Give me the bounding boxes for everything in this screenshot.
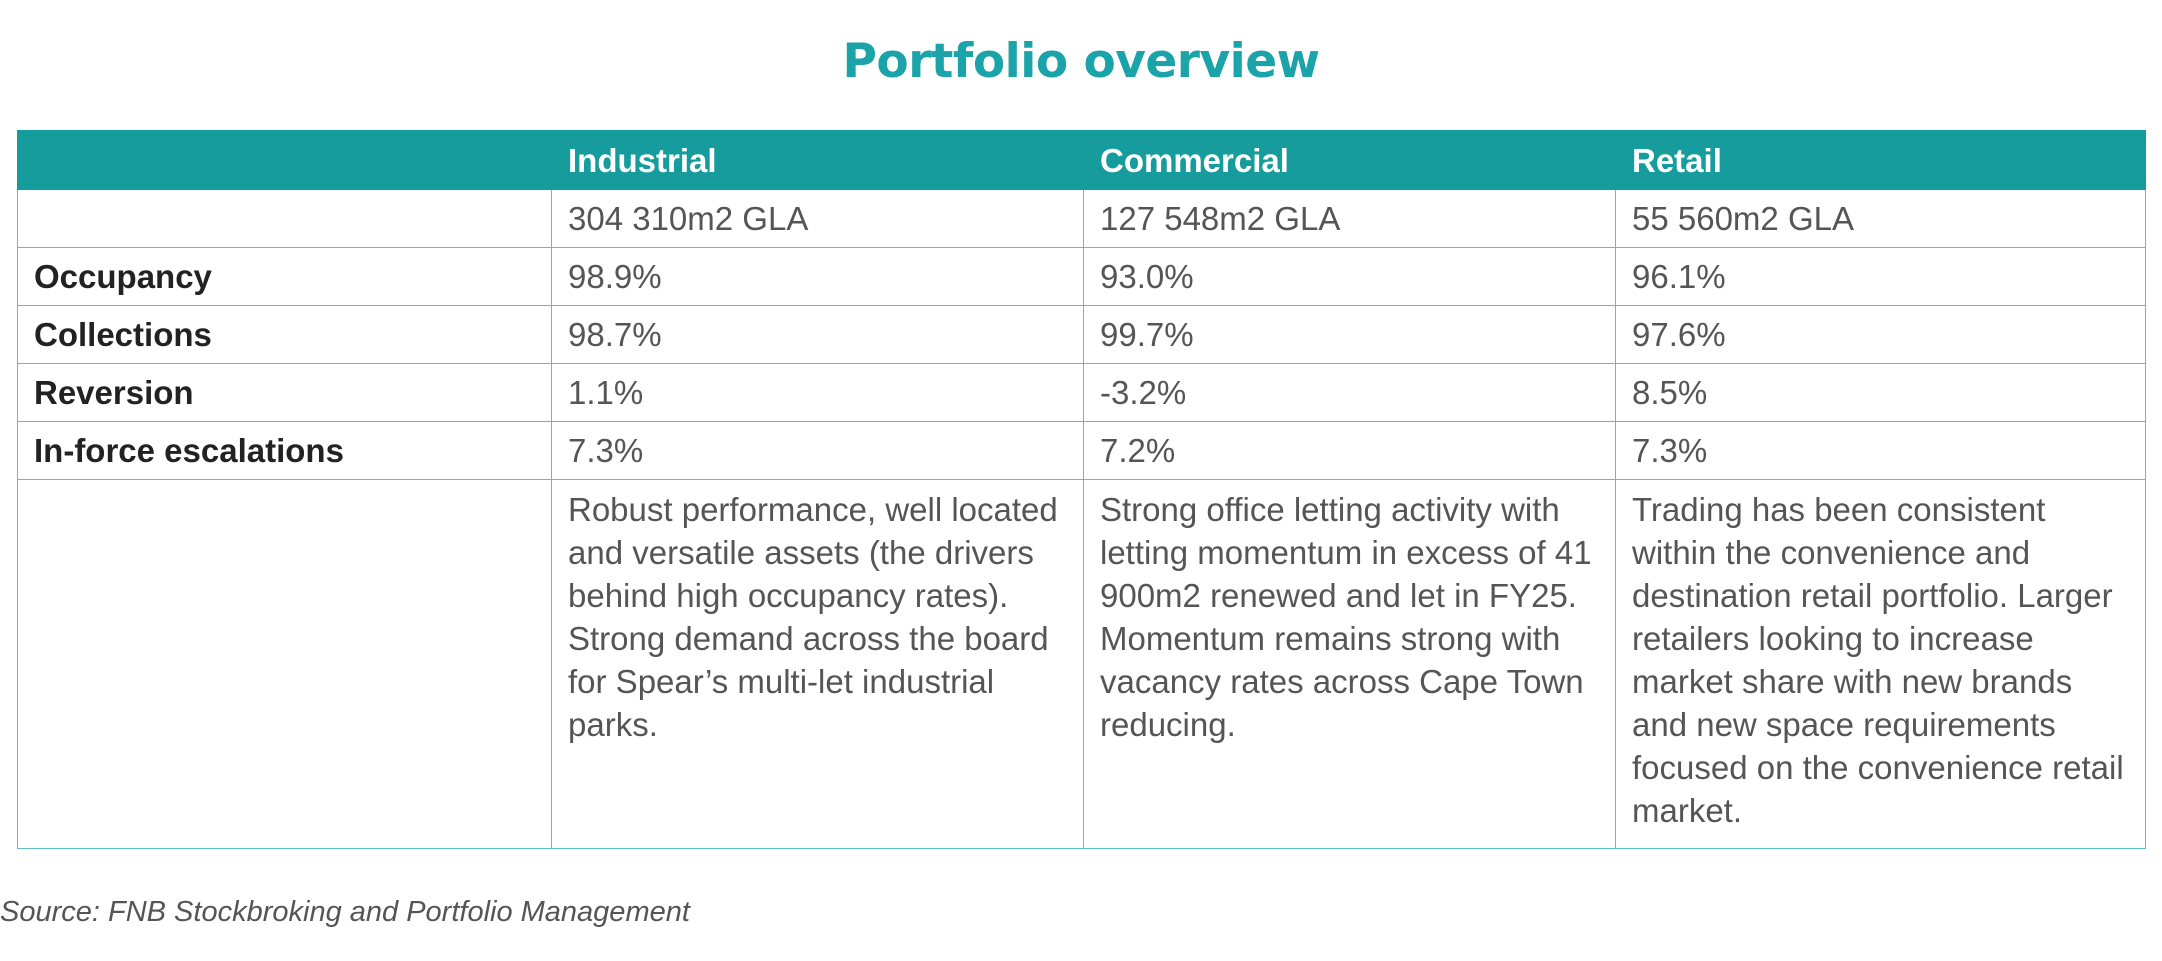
cell-collections-commercial: 99.7% xyxy=(1083,305,1616,364)
table-row-occupancy: Occupancy 98.9% 93.0% 96.1% xyxy=(17,247,2146,306)
row-label-occupancy: Occupancy xyxy=(17,247,552,306)
header-cell-retail: Retail xyxy=(1615,130,2146,190)
header-cell-industrial: Industrial xyxy=(551,130,1084,190)
row-label-collections: Collections xyxy=(17,305,552,364)
table-row-reversion: Reversion 1.1% -3.2% 8.5% xyxy=(17,363,2146,422)
table-row-gla: 304 310m2 GLA 127 548m2 GLA 55 560m2 GLA xyxy=(17,189,2146,248)
header-cell-commercial: Commercial xyxy=(1083,130,1616,190)
cell-occupancy-retail: 96.1% xyxy=(1615,247,2146,306)
table-header-row: Industrial Commercial Retail xyxy=(17,130,2146,190)
portfolio-table: Industrial Commercial Retail 304 310m2 G… xyxy=(17,130,2146,849)
cell-escalations-retail: 7.3% xyxy=(1615,421,2146,480)
cell-gla-retail: 55 560m2 GLA xyxy=(1615,189,2146,248)
cell-gla-industrial: 304 310m2 GLA xyxy=(551,189,1084,248)
cell-collections-retail: 97.6% xyxy=(1615,305,2146,364)
row-label-escalations: In-force escalations xyxy=(17,421,552,480)
header-cell-empty xyxy=(17,130,552,190)
cell-description-commercial: Strong office letting activity with lett… xyxy=(1083,479,1616,849)
cell-description-retail: Trading has been consistent within the c… xyxy=(1615,479,2146,849)
page-title: Portfolio overview xyxy=(842,34,1320,89)
cell-reversion-retail: 8.5% xyxy=(1615,363,2146,422)
cell-escalations-commercial: 7.2% xyxy=(1083,421,1616,480)
row-label-gla xyxy=(17,189,552,248)
cell-description-industrial: Robust performance, well located and ver… xyxy=(551,479,1084,849)
cell-collections-industrial: 98.7% xyxy=(551,305,1084,364)
cell-reversion-commercial: -3.2% xyxy=(1083,363,1616,422)
table-row-collections: Collections 98.7% 99.7% 97.6% xyxy=(17,305,2146,364)
cell-gla-commercial: 127 548m2 GLA xyxy=(1083,189,1616,248)
row-label-reversion: Reversion xyxy=(17,363,552,422)
row-label-description xyxy=(17,479,552,849)
table-row-escalations: In-force escalations 7.3% 7.2% 7.3% xyxy=(17,421,2146,480)
cell-reversion-industrial: 1.1% xyxy=(551,363,1084,422)
source-note: Source: FNB Stockbroking and Portfolio M… xyxy=(0,896,690,928)
cell-occupancy-commercial: 93.0% xyxy=(1083,247,1616,306)
table-row-description: Robust performance, well located and ver… xyxy=(17,479,2146,849)
cell-escalations-industrial: 7.3% xyxy=(551,421,1084,480)
cell-occupancy-industrial: 98.9% xyxy=(551,247,1084,306)
